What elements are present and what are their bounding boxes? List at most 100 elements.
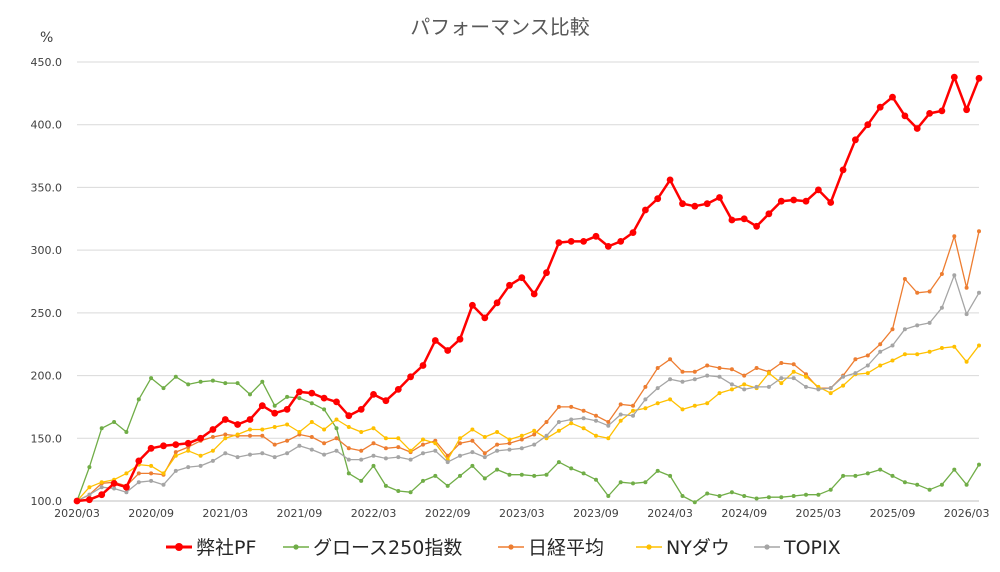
data-point: [272, 442, 277, 447]
data-point: [396, 436, 401, 441]
data-point: [691, 202, 699, 210]
data-point: [915, 482, 920, 487]
data-point: [519, 433, 524, 438]
data-point: [952, 273, 957, 278]
data-point: [223, 432, 228, 437]
data-point: [99, 485, 104, 490]
data-point: [890, 327, 895, 332]
data-point: [530, 290, 538, 298]
data-point: [322, 441, 327, 446]
data-point: [482, 455, 487, 460]
series-5: [75, 273, 981, 503]
data-point: [136, 397, 141, 402]
data-point: [543, 269, 550, 277]
data-point: [705, 363, 710, 368]
data-point: [396, 455, 401, 460]
data-point: [519, 446, 524, 451]
data-point: [507, 441, 512, 446]
data-point: [482, 451, 487, 456]
data-point: [419, 362, 427, 369]
x-tick-label: 2021/03: [202, 507, 248, 520]
data-point: [950, 73, 958, 81]
data-point: [272, 455, 277, 460]
data-point: [754, 366, 759, 370]
data-point: [915, 290, 920, 295]
data-point: [853, 357, 858, 362]
data-point: [322, 427, 327, 432]
data-point: [173, 453, 178, 458]
data-point: [458, 453, 462, 458]
chart-title: パフォーマンス比較: [410, 15, 590, 39]
data-point: [594, 433, 598, 438]
data-point: [692, 377, 697, 382]
data-point: [728, 216, 736, 224]
data-point: [865, 371, 870, 376]
data-point: [248, 433, 252, 438]
series-line: [76, 376, 980, 503]
data-point: [642, 206, 649, 214]
data-point: [519, 437, 524, 442]
data-point: [964, 482, 969, 487]
data-point: [470, 450, 475, 455]
x-tick-label: 2025/03: [796, 507, 842, 520]
legend-label: 弊社PF: [196, 537, 256, 559]
data-point: [766, 384, 771, 389]
data-point: [297, 443, 302, 448]
data-point: [235, 455, 240, 460]
data-point: [285, 422, 290, 427]
data-point: [853, 371, 858, 376]
data-point: [901, 112, 909, 120]
data-point: [470, 463, 475, 468]
data-point: [458, 436, 462, 441]
x-tick-label: 2023/03: [499, 507, 545, 520]
data-point: [865, 353, 870, 358]
data-point: [147, 444, 155, 452]
data-point: [569, 421, 574, 426]
legend-item: グロース250指数: [283, 537, 462, 559]
data-point: [927, 487, 932, 492]
data-point: [890, 358, 895, 363]
data-point: [705, 373, 710, 378]
data-point: [779, 495, 784, 500]
data-point: [804, 492, 808, 497]
data-point: [98, 491, 106, 499]
data-point: [802, 197, 810, 205]
data-point: [618, 402, 623, 407]
data-point: [668, 473, 673, 478]
data-point: [952, 234, 957, 239]
data-point: [827, 199, 835, 206]
data-point: [816, 387, 821, 392]
data-point: [86, 496, 93, 504]
data-point: [124, 430, 129, 434]
data-point: [431, 337, 439, 344]
data-point: [444, 347, 452, 354]
data-point: [679, 200, 686, 208]
data-point: [779, 376, 784, 381]
legend-label: グロース250指数: [313, 537, 462, 559]
data-point: [878, 349, 883, 354]
data-point: [456, 335, 464, 343]
data-point: [334, 426, 339, 431]
data-point: [963, 106, 970, 114]
data-point: [655, 401, 660, 406]
data-point: [135, 457, 143, 465]
data-point: [617, 238, 625, 245]
y-tick-label: 250.0: [31, 307, 63, 320]
data-point: [902, 480, 907, 485]
data-point: [408, 457, 413, 462]
data-point: [556, 420, 561, 424]
data-point: [606, 420, 611, 424]
data-point: [977, 229, 981, 234]
data-point: [939, 346, 944, 350]
legend-swatch-marker: [175, 543, 183, 551]
data-point: [939, 272, 944, 276]
data-point: [977, 343, 981, 348]
data-point: [248, 427, 252, 432]
data-point: [532, 428, 537, 433]
data-point: [433, 473, 438, 478]
data-point: [890, 473, 895, 478]
x-tick-label: 2025/09: [870, 507, 916, 520]
data-point: [186, 382, 191, 387]
series-lines: [73, 73, 983, 505]
data-point: [779, 361, 784, 365]
